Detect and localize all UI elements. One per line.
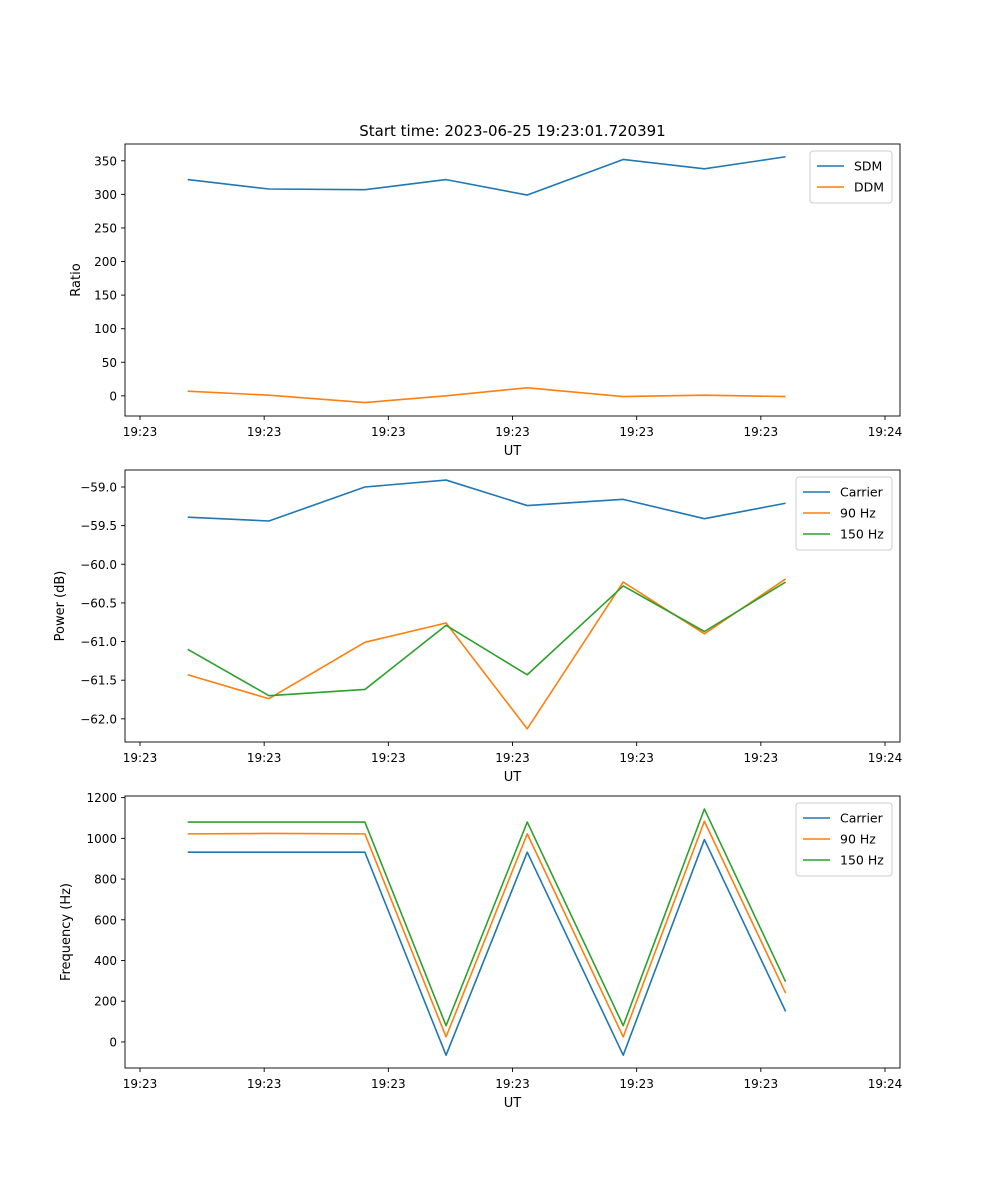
x-tick-label: 19:23 [371,425,406,439]
legend: SDM DDM [809,150,893,204]
x-tick-label: 19:23 [744,425,779,439]
y-tick-label: −62.0 [80,712,117,726]
y-tick-label: −61.5 [80,674,117,688]
y-tick-label: 50 [102,356,117,370]
legend-box [795,802,893,877]
y-tick-label: 0 [109,389,117,403]
y-tick-label: 200 [94,995,117,1009]
y-tick-label: 300 [94,188,117,202]
x-tick-label: 19:23 [744,751,779,765]
chart-panel-1: 19:23 19:23 19:23 19:23 19:23 19:23 19:24 0 50 10… [69,143,903,459]
plot-frame [124,469,901,743]
y-tick-label: −59.5 [80,519,117,533]
x-tick-label: 19:23 [619,1077,654,1091]
x-axis-label: UT [504,770,522,785]
x-tick-label: 19:23 [371,1077,406,1091]
series-line-90-hz [187,578,787,730]
y-tick-label: 150 [94,289,117,303]
x-tick-label: 19:23 [744,1077,779,1091]
x-axis-label: UT [504,444,522,459]
x-tick-label: 19:23 [495,1077,530,1091]
y-tick-label: 1200 [86,791,117,805]
x-axis-label: UT [504,1096,522,1111]
chart-panel-2: 19:23 19:23 19:23 19:23 19:23 19:23 19:24 −62.0… [53,469,903,785]
y-tick-label: 400 [94,954,117,968]
y-tick-label: −60.5 [80,596,117,610]
y-tick-label: −59.0 [80,481,117,495]
series-line-carrier [187,479,786,522]
y-axis-label: Frequency (Hz) [59,883,74,981]
chart-panel-3: 19:23 19:23 19:23 19:23 19:23 19:23 19:24 0 200 4… [59,791,902,1111]
x-tick-label: 19:23 [371,751,406,765]
x-tick-label: 19:23 [123,751,158,765]
legend-label: SDM [854,159,882,174]
y-axis-label: Power (dB) [53,571,68,642]
legend: Carrier 90 Hz 150 Hz [795,802,893,877]
series-line-ddm [187,386,786,404]
figure-title: Start time: 2023-06-25 19:23:01.720391 [359,122,665,140]
series-line-150-hz [187,581,787,697]
y-tick-label: −61.0 [80,635,117,649]
legend-label: 90 Hz [840,832,876,847]
series-line-carrier [187,838,787,1056]
x-tick-label: 19:23 [247,751,282,765]
x-tick-label: 19:23 [123,1077,158,1091]
plot-frame [124,143,901,417]
x-tick-label: 19:23 [619,751,654,765]
x-tick-label: 19:23 [123,425,158,439]
legend-label: 90 Hz [840,506,876,521]
x-tick-label: 19:23 [247,425,282,439]
legend-label: DDM [854,180,884,195]
legend-label: Carrier [840,485,884,500]
y-tick-label: −60.0 [80,558,117,572]
y-tick-label: 250 [94,221,117,235]
legend-label: Carrier [840,811,884,826]
x-tick-label: 19:23 [495,751,530,765]
series-line-150-hz [187,808,787,1027]
legend: Carrier 90 Hz 150 Hz [795,476,893,551]
y-tick-label: 1000 [86,832,117,846]
legend-label: 150 Hz [840,527,884,542]
y-tick-label: 600 [94,913,117,927]
x-tick-label: 19:24 [868,425,903,439]
x-tick-label: 19:23 [619,425,654,439]
panels: 19:23 19:23 19:23 19:23 19:23 19:23 19:24 0 50 10… [53,143,903,1111]
y-tick-label: 350 [94,154,117,168]
legend-label: 150 Hz [840,853,884,868]
y-tick-label: 0 [109,1035,117,1049]
x-tick-label: 19:24 [868,1077,903,1091]
x-tick-label: 19:24 [868,751,903,765]
series-line-90-hz [187,820,787,1038]
series-line-sdm [187,155,786,196]
x-tick-label: 19:23 [247,1077,282,1091]
y-tick-label: 200 [94,255,117,269]
x-tick-label: 19:23 [495,425,530,439]
y-axis-label: Ratio [69,263,84,296]
y-tick-label: 100 [94,322,117,336]
y-tick-label: 800 [94,873,117,887]
legend-box [809,150,893,204]
plot-frame [124,795,901,1069]
legend-box [795,476,893,551]
